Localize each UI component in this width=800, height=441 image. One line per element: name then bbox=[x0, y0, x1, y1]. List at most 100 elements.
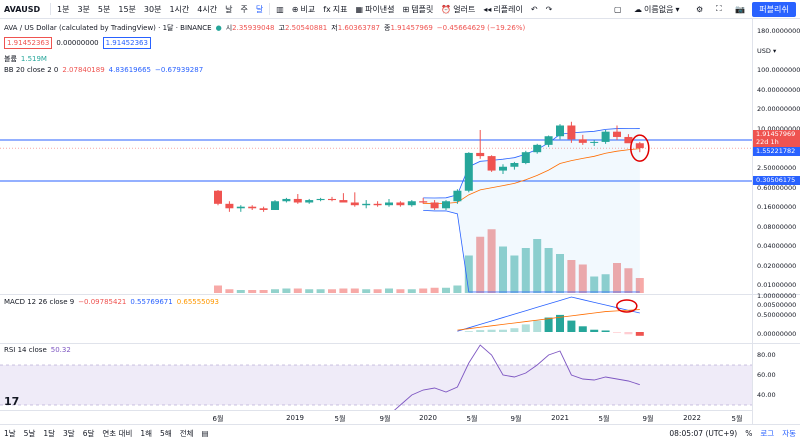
chart-type-button[interactable]: ▥ bbox=[272, 0, 288, 19]
undo-button[interactable]: ↶ bbox=[527, 0, 542, 19]
chart-canvas[interactable] bbox=[0, 0, 752, 410]
line1-price-tag: 1.55221782 bbox=[753, 147, 800, 156]
time-axis[interactable]: 6월 2019 5월 9월 2020 5월 9월 2021 5월 9월 2022 5월 bbox=[0, 410, 752, 424]
volume-bar bbox=[601, 274, 610, 293]
clock-timezone[interactable]: 08:05:07 (UTC+9) bbox=[669, 429, 738, 438]
publish-button[interactable]: 퍼블리쉬 bbox=[752, 2, 796, 17]
volume-bar bbox=[544, 248, 553, 293]
pane-divider[interactable] bbox=[0, 294, 800, 295]
price-axis[interactable]: 180.00000000 USD ▾ 100.00000000 40.00000000… bbox=[752, 19, 800, 424]
volume-bar bbox=[259, 290, 268, 293]
bb-lower-line bbox=[423, 209, 640, 293]
interval-2[interactable]: 5분 bbox=[97, 4, 111, 14]
interval-group: 1분 3분 5분 15분 30분 1시간 4시간 날 주 달 bbox=[53, 0, 267, 19]
range-4[interactable]: 6달 bbox=[82, 428, 95, 438]
percent-toggle[interactable]: % bbox=[745, 429, 753, 438]
snapshot-button[interactable]: 📷 bbox=[731, 0, 749, 19]
interval-4[interactable]: 30분 bbox=[143, 4, 162, 14]
macd-hist-bar bbox=[578, 326, 587, 332]
range-6[interactable]: 1해 bbox=[140, 428, 153, 438]
macd-signal-line bbox=[457, 309, 640, 331]
replay-label: 리플레이 bbox=[493, 4, 523, 14]
interval-0[interactable]: 1분 bbox=[57, 4, 70, 14]
alerts-button[interactable]: ⏰ 얼러트 bbox=[437, 0, 479, 19]
time-tick-11: 5월 bbox=[731, 415, 743, 423]
replay-button[interactable]: ◂◂ 리플레이 bbox=[479, 0, 526, 19]
range-8[interactable]: 전체 bbox=[179, 428, 194, 438]
camera-icon: 📷 bbox=[735, 4, 745, 14]
legend-low: 저1.60363787 bbox=[331, 24, 381, 32]
range-7[interactable]: 5해 bbox=[160, 428, 172, 438]
pane-divider[interactable] bbox=[0, 343, 800, 344]
volume-bar bbox=[407, 289, 416, 293]
macd-line bbox=[457, 296, 640, 332]
interval-1[interactable]: 3분 bbox=[77, 4, 90, 14]
macd-hist-bar bbox=[499, 329, 507, 332]
fx-icon: fx bbox=[323, 4, 331, 14]
range-5[interactable]: 연초 대비 bbox=[102, 428, 133, 438]
time-tick-3: 9월 bbox=[379, 415, 391, 423]
bottom-bar: 1날 5날 1달 3달 6달 연초 대비 1해 5해 전체 ▤ 08:05:07 (UTC+9)… bbox=[0, 424, 800, 441]
candle-body bbox=[453, 190, 462, 202]
volume-bar bbox=[613, 263, 621, 293]
candle-body bbox=[293, 198, 302, 203]
volume-bar bbox=[442, 287, 450, 293]
settings-button[interactable]: ⚙ bbox=[692, 0, 707, 19]
range-3[interactable]: 3달 bbox=[63, 428, 75, 438]
candle-body bbox=[567, 125, 576, 140]
macd-hist-bar bbox=[487, 329, 496, 332]
volume-bar bbox=[635, 278, 644, 293]
chart-icon: ▦ bbox=[355, 4, 364, 14]
time-tick-9: 9월 bbox=[642, 415, 654, 423]
macd-hist-bar bbox=[476, 330, 485, 332]
candle-body bbox=[248, 206, 257, 209]
gear-icon: ⚙ bbox=[696, 4, 704, 14]
templates-button[interactable]: ⊞ 템플릿 bbox=[399, 0, 438, 19]
candle-body bbox=[476, 152, 485, 157]
candle-body bbox=[613, 131, 621, 137]
auto-toggle[interactable]: 자동 bbox=[782, 429, 796, 438]
candle-body bbox=[385, 202, 393, 206]
price-tick-5: 10.00000000 bbox=[757, 124, 800, 133]
fullscreen-button[interactable]: ⛶ bbox=[712, 0, 726, 19]
time-tick-6: 9월 bbox=[510, 415, 522, 423]
bid-ask-row: 1.91452363 0.00000000 1.91452363 bbox=[4, 37, 151, 49]
log-toggle[interactable]: 로그 bbox=[760, 429, 775, 438]
range-2[interactable]: 1달 bbox=[43, 428, 56, 438]
sell-price-box[interactable]: 1.91452363 bbox=[4, 37, 53, 49]
date-range-button[interactable]: ▤ bbox=[198, 429, 213, 438]
symbol-search[interactable]: AVAUSD bbox=[4, 4, 41, 14]
bb-legend: BB 20 close 2 0 2.07840189 4.83619665 −0… bbox=[4, 66, 203, 74]
volume-bar bbox=[578, 264, 587, 293]
layout-button[interactable]: ▢ bbox=[610, 0, 626, 19]
indicators-button[interactable]: fx 지표 bbox=[319, 0, 351, 19]
candle-body bbox=[214, 190, 222, 204]
volume-bar bbox=[350, 288, 359, 293]
candle-body bbox=[510, 163, 519, 167]
time-tick-2: 5월 bbox=[334, 415, 346, 423]
volume-bar bbox=[476, 236, 485, 293]
interval-9[interactable]: 달 bbox=[255, 4, 264, 14]
volume-bar bbox=[214, 285, 222, 293]
interval-6[interactable]: 4시간 bbox=[197, 4, 218, 14]
layout-name-button[interactable]: ☁ 이름없음 ▾ bbox=[630, 0, 683, 19]
range-0[interactable]: 1날 bbox=[4, 428, 16, 438]
compare-button[interactable]: ⊕ 비교 bbox=[288, 0, 319, 19]
layout-name-label: 이름없음 bbox=[644, 4, 674, 14]
interval-8[interactable]: 주 bbox=[240, 4, 248, 14]
plus-circle-icon: ⊕ bbox=[291, 4, 299, 14]
macd-line-value: 0.55769671 bbox=[130, 298, 173, 306]
indicators-label: 지표 bbox=[332, 4, 348, 14]
range-1[interactable]: 5날 bbox=[23, 428, 36, 438]
volume-bar bbox=[293, 288, 302, 293]
buy-price-box[interactable]: 1.91452363 bbox=[102, 37, 151, 49]
candle-body bbox=[590, 141, 599, 143]
interval-5[interactable]: 1시간 bbox=[169, 4, 190, 14]
rsi-line bbox=[394, 344, 640, 410]
interval-7[interactable]: 날 bbox=[225, 4, 233, 14]
alerts-label: 얼러트 bbox=[453, 4, 476, 14]
interval-3[interactable]: 15분 bbox=[118, 4, 136, 14]
redo-button[interactable]: ↷ bbox=[542, 0, 557, 19]
macd-hist-bar bbox=[590, 329, 599, 332]
financials-button[interactable]: ▦ 파이낸셜 bbox=[352, 0, 399, 19]
